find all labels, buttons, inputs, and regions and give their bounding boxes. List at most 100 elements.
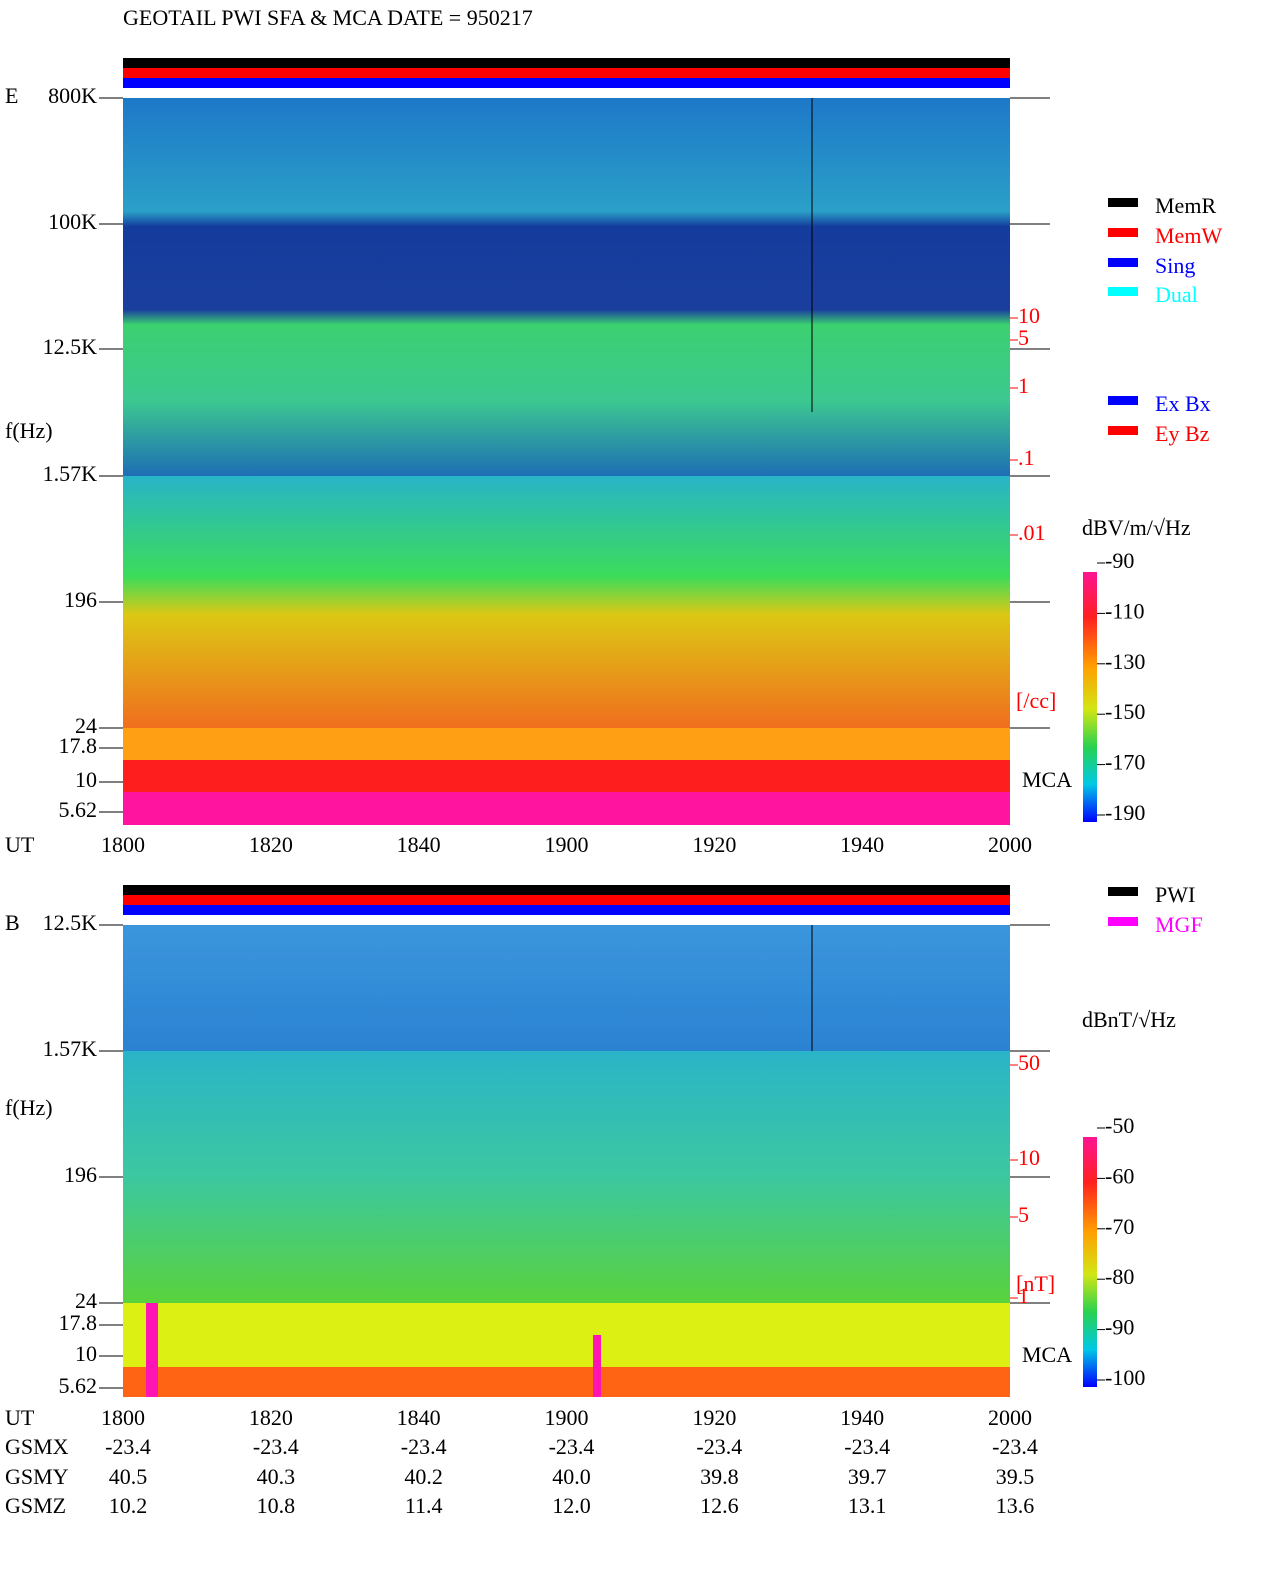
x-tick-label: 1800	[101, 832, 145, 857]
x-tick-label: 1840	[397, 832, 441, 857]
y-tick-label: 12.5K	[43, 910, 98, 935]
y-axis-label: f(Hz)	[5, 1095, 53, 1120]
x-axis-label: UT	[5, 832, 35, 857]
colorbar-tick-label: -60	[1105, 1163, 1134, 1188]
right-axis-unit: [nT]	[1016, 1271, 1055, 1296]
y-tick-label: 196	[64, 1162, 97, 1187]
ephemeris-value: 40.5	[109, 1464, 148, 1489]
right-tick-label: 1	[1018, 373, 1029, 398]
ephemeris-value: 40.2	[404, 1464, 443, 1489]
ephemeris-value: 12.0	[552, 1493, 591, 1518]
y-tick-label: 10	[75, 767, 97, 792]
y-axis-label: f(Hz)	[5, 418, 53, 443]
colorbar-tick-label: -130	[1105, 649, 1145, 674]
y-tick-label: 24	[75, 1288, 97, 1313]
y-tick-label: 10	[75, 1341, 97, 1366]
legend-swatch	[1108, 426, 1138, 435]
y-tick-label: 12.5K	[43, 334, 98, 359]
ephemeris-value: 10.8	[257, 1493, 296, 1518]
legend-swatch	[1108, 396, 1138, 405]
right-tick-label: .1	[1018, 445, 1035, 470]
colorbar-tick-label: -80	[1105, 1264, 1134, 1289]
colorbar-tick-label: -90	[1105, 548, 1134, 573]
ephemeris-name: GSMZ	[5, 1493, 66, 1518]
ephemeris-value: -23.4	[401, 1434, 447, 1459]
right-tick-label: 10	[1018, 1145, 1040, 1170]
x-tick-label: 1900	[545, 1405, 589, 1430]
y-tick-label: 24	[75, 713, 97, 738]
colorbar-unit: dBnT/√Hz	[1082, 1007, 1176, 1032]
x-axis-label: UT	[5, 1405, 35, 1430]
legend-label: MemR	[1155, 193, 1216, 218]
ephemeris-value: 11.4	[405, 1493, 443, 1518]
ephemeris-value: -23.4	[992, 1434, 1038, 1459]
colorbar	[1083, 572, 1097, 822]
legend-swatch	[1108, 887, 1138, 896]
y-tick-label: 196	[64, 587, 97, 612]
x-tick-label: 1940	[840, 832, 884, 857]
right-tick-label: 10	[1018, 303, 1040, 328]
x-tick-label: 2000	[988, 832, 1032, 857]
colorbar-tick-label: -110	[1105, 598, 1145, 623]
legend-label: MGF	[1155, 912, 1203, 937]
colorbar-tick-label: -150	[1105, 699, 1145, 724]
right-tick-label: 50	[1018, 1050, 1040, 1075]
x-tick-label: 1900	[545, 832, 589, 857]
panel-label: B	[5, 910, 20, 935]
ephemeris-value: -23.4	[105, 1434, 151, 1459]
ephemeris-name: GSMX	[5, 1434, 69, 1459]
colorbar-tick-label: -50	[1105, 1113, 1134, 1138]
y-tick-label: 17.8	[59, 1310, 98, 1335]
ephemeris-value: 39.8	[700, 1464, 739, 1489]
colorbar-tick-label: -190	[1105, 800, 1145, 825]
colorbar	[1083, 1137, 1097, 1387]
right-tick-label: 5	[1018, 1202, 1029, 1227]
ephemeris-value: -23.4	[549, 1434, 595, 1459]
y-tick-label: 17.8	[59, 733, 98, 758]
ephemeris-value: 13.1	[848, 1493, 887, 1518]
legend-label: Sing	[1155, 253, 1195, 278]
x-tick-label: 1820	[249, 832, 293, 857]
ephemeris-value: 10.2	[109, 1493, 148, 1518]
colorbar-tick-label: -100	[1105, 1365, 1145, 1390]
legend-label: PWI	[1155, 882, 1195, 907]
x-tick-label: 1840	[397, 1405, 441, 1430]
y-tick-label: 1.57K	[43, 1036, 98, 1061]
ephemeris-value: -23.4	[253, 1434, 299, 1459]
title: GEOTAIL PWI SFA & MCA DATE = 950217	[123, 5, 533, 30]
ephemeris-value: 12.6	[700, 1493, 739, 1518]
legend-swatch	[1108, 917, 1138, 926]
y-tick-label: 5.62	[59, 1373, 98, 1398]
right-tick-label: 5	[1018, 325, 1029, 350]
legend-swatch	[1108, 258, 1138, 267]
y-tick-label: 800K	[48, 83, 97, 108]
y-tick-label: 1.57K	[43, 461, 98, 486]
ephemeris-name: GSMY	[5, 1464, 69, 1489]
x-tick-label: 1940	[840, 1405, 884, 1430]
legend-label: Ex Bx	[1155, 391, 1211, 416]
legend-swatch	[1108, 228, 1138, 237]
spectrogram-e	[123, 58, 1010, 825]
y-tick-label: 5.62	[59, 797, 98, 822]
x-tick-label: 2000	[988, 1405, 1032, 1430]
colorbar-tick-label: -170	[1105, 750, 1145, 775]
legend-label: Ey Bz	[1155, 421, 1210, 446]
spectrogram-b	[123, 885, 1010, 1397]
colorbar-unit: dBV/m/√Hz	[1082, 515, 1191, 540]
colorbar-tick-label: -70	[1105, 1214, 1134, 1239]
ephemeris-value: 40.3	[257, 1464, 296, 1489]
panel-label: E	[5, 83, 18, 108]
legend-label: Dual	[1155, 282, 1198, 307]
mca-label: MCA	[1022, 1342, 1072, 1367]
y-tick-label: 100K	[48, 209, 97, 234]
ephemeris-value: -23.4	[844, 1434, 890, 1459]
right-axis-unit: [/cc]	[1016, 688, 1056, 713]
x-tick-label: 1820	[249, 1405, 293, 1430]
x-tick-label: 1800	[101, 1405, 145, 1430]
ephemeris-value: 40.0	[552, 1464, 591, 1489]
right-tick-label: .01	[1018, 520, 1046, 545]
ephemeris-value: 13.6	[996, 1493, 1035, 1518]
mca-label: MCA	[1022, 767, 1072, 792]
